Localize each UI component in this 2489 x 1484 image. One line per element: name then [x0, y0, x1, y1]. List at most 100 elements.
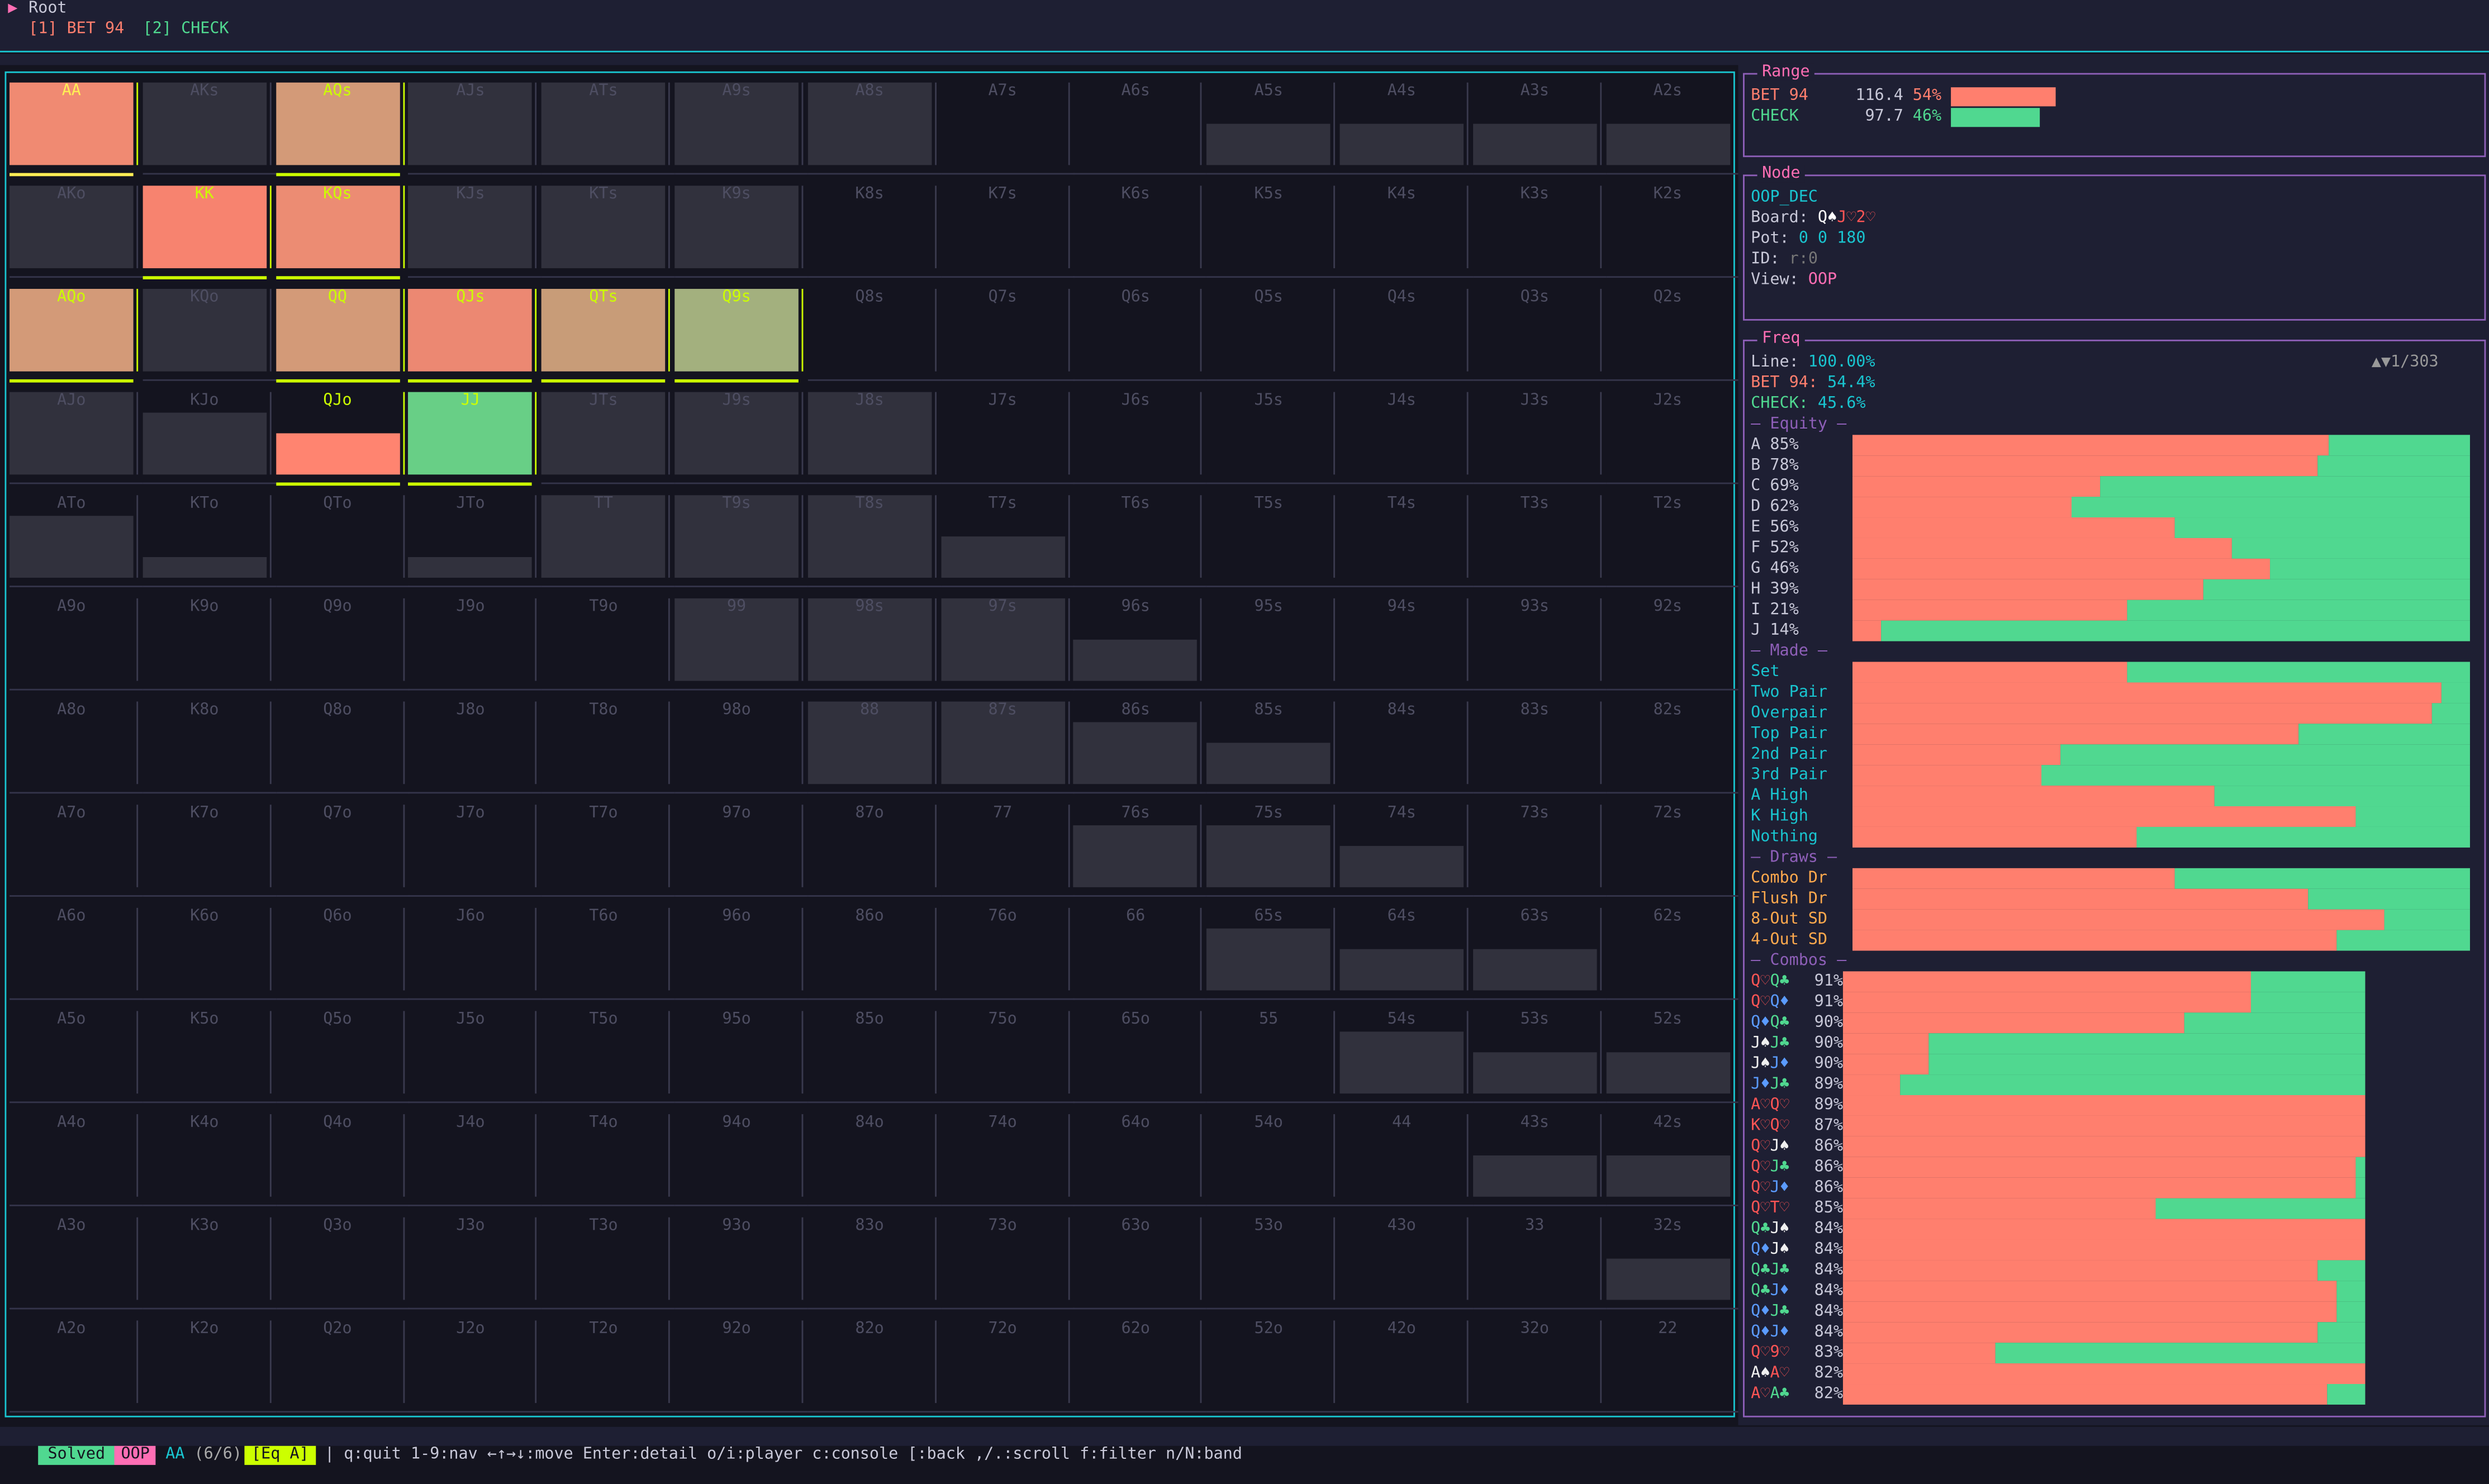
- hand-cell[interactable]: Q3s: [1472, 286, 1607, 389]
- hand-cell[interactable]: Q4s: [1340, 286, 1474, 389]
- hand-cell[interactable]: K2s: [1606, 183, 1740, 286]
- hand-cell[interactable]: T7o: [542, 802, 675, 905]
- combo-label[interactable]: Q♣J♦: [1751, 1281, 1789, 1301]
- hand-cell[interactable]: A2o: [10, 1317, 143, 1421]
- combo-label[interactable]: Q♡J♦: [1751, 1178, 1789, 1198]
- hand-cell[interactable]: Q3o: [276, 1214, 409, 1317]
- hand-cell[interactable]: K5s: [1206, 183, 1340, 286]
- hand-cell[interactable]: 54s: [1340, 1008, 1474, 1111]
- hand-cell[interactable]: K5o: [142, 1008, 276, 1111]
- combo-label[interactable]: Q♣J♣: [1751, 1260, 1789, 1281]
- hand-cell[interactable]: K8s: [808, 183, 941, 286]
- combo-label[interactable]: Q♦Q♣: [1751, 1012, 1789, 1033]
- hand-cell[interactable]: 97o: [674, 802, 808, 905]
- hand-cell[interactable]: Q8s: [808, 286, 941, 389]
- combo-label[interactable]: Q♦J♠: [1751, 1240, 1789, 1261]
- hand-cell[interactable]: 97s: [940, 595, 1074, 698]
- hand-cell[interactable]: 33: [1472, 1214, 1607, 1317]
- hand-cell[interactable]: Q2o: [276, 1317, 409, 1421]
- hand-cell[interactable]: K4o: [142, 1111, 276, 1214]
- hand-cell[interactable]: AKs: [142, 79, 276, 183]
- hand-cell[interactable]: T8s: [808, 492, 941, 596]
- hand-cell[interactable]: J3o: [408, 1214, 542, 1317]
- combo-label[interactable]: Q♡9♡: [1751, 1343, 1789, 1363]
- hand-cell[interactable]: 55: [1206, 1008, 1340, 1111]
- hand-cell[interactable]: 75o: [940, 1008, 1074, 1111]
- hand-cell[interactable]: A9s: [674, 79, 808, 183]
- hand-cell[interactable]: J5o: [408, 1008, 542, 1111]
- hand-cell[interactable]: 82s: [1606, 698, 1740, 802]
- hand-cell[interactable]: T6s: [1074, 492, 1207, 596]
- hand-cell[interactable]: J3s: [1472, 389, 1607, 492]
- hand-cell[interactable]: T2s: [1606, 492, 1740, 596]
- hand-cell[interactable]: 76s: [1074, 802, 1207, 905]
- hand-cell[interactable]: AKo: [10, 183, 143, 286]
- combo-label[interactable]: Q♡J♠: [1751, 1136, 1789, 1157]
- hand-cell[interactable]: 88: [808, 698, 941, 802]
- hand-cell[interactable]: 42o: [1340, 1317, 1474, 1421]
- hand-cell[interactable]: K7o: [142, 802, 276, 905]
- hand-cell[interactable]: 63s: [1472, 905, 1607, 1008]
- hand-cell[interactable]: J6s: [1074, 389, 1207, 492]
- hand-cell[interactable]: J2s: [1606, 389, 1740, 492]
- hand-cell[interactable]: JTs: [542, 389, 675, 492]
- combo-label[interactable]: Q♦J♣: [1751, 1301, 1789, 1322]
- hand-cell[interactable]: 54o: [1206, 1111, 1340, 1214]
- hand-cell[interactable]: K9o: [142, 595, 276, 698]
- hand-cell[interactable]: ATo: [10, 492, 143, 596]
- hand-cell[interactable]: A8s: [808, 79, 941, 183]
- combo-label[interactable]: K♡Q♡: [1751, 1116, 1789, 1136]
- combo-label[interactable]: Q♡J♣: [1751, 1157, 1789, 1178]
- hand-cell[interactable]: 95s: [1206, 595, 1340, 698]
- hand-cell[interactable]: 53s: [1472, 1008, 1607, 1111]
- hand-cell[interactable]: TT: [542, 492, 675, 596]
- hand-cell[interactable]: AA: [10, 79, 143, 183]
- hand-cell[interactable]: KJo: [142, 389, 276, 492]
- hand-cell[interactable]: 95o: [674, 1008, 808, 1111]
- hand-cell[interactable]: 62o: [1074, 1317, 1207, 1421]
- hand-cell[interactable]: 64o: [1074, 1111, 1207, 1214]
- combo-label[interactable]: J♠J♦: [1751, 1054, 1789, 1074]
- hand-cell[interactable]: QJo: [276, 389, 409, 492]
- hand-cell[interactable]: KJs: [408, 183, 542, 286]
- hand-cell[interactable]: 74o: [940, 1111, 1074, 1214]
- hand-cell[interactable]: A7o: [10, 802, 143, 905]
- combo-label[interactable]: A♡Q♡: [1751, 1095, 1789, 1116]
- hand-cell[interactable]: K6o: [142, 905, 276, 1008]
- hand-cell[interactable]: 84s: [1340, 698, 1474, 802]
- hand-cell[interactable]: KK: [142, 183, 276, 286]
- hand-cell[interactable]: KTo: [142, 492, 276, 596]
- hand-cell[interactable]: 92o: [674, 1317, 808, 1421]
- hand-cell[interactable]: QTs: [542, 286, 675, 389]
- hand-cell[interactable]: 32o: [1472, 1317, 1607, 1421]
- hand-cell[interactable]: 83s: [1472, 698, 1607, 802]
- hand-cell[interactable]: K4s: [1340, 183, 1474, 286]
- combo-label[interactable]: A♠A♡: [1751, 1363, 1789, 1384]
- hand-cell[interactable]: A3o: [10, 1214, 143, 1317]
- player-badge[interactable]: OOP: [115, 1445, 156, 1465]
- action-check-button[interactable]: [2] CHECK: [143, 21, 229, 38]
- combo-label[interactable]: J♠J♣: [1751, 1033, 1789, 1054]
- hand-cell[interactable]: QQ: [276, 286, 409, 389]
- hand-cell[interactable]: QTo: [276, 492, 409, 596]
- hand-cell[interactable]: Q7o: [276, 802, 409, 905]
- hand-cell[interactable]: Q7s: [940, 286, 1074, 389]
- hand-cell[interactable]: J7s: [940, 389, 1074, 492]
- hand-cell[interactable]: JJ: [408, 389, 542, 492]
- hand-cell[interactable]: Q9s: [674, 286, 808, 389]
- hand-cell[interactable]: 94s: [1340, 595, 1474, 698]
- hand-cell[interactable]: 62s: [1606, 905, 1740, 1008]
- hand-cell[interactable]: A9o: [10, 595, 143, 698]
- hand-cell[interactable]: Q5s: [1206, 286, 1340, 389]
- hand-cell[interactable]: A5s: [1206, 79, 1340, 183]
- hand-cell[interactable]: T6o: [542, 905, 675, 1008]
- hand-cell[interactable]: 64s: [1340, 905, 1474, 1008]
- hand-cell[interactable]: A6o: [10, 905, 143, 1008]
- hand-cell[interactable]: K9s: [674, 183, 808, 286]
- hand-cell[interactable]: AQs: [276, 79, 409, 183]
- combo-label[interactable]: Q♡Q♣: [1751, 971, 1789, 992]
- hand-cell[interactable]: 53o: [1206, 1214, 1340, 1317]
- hand-cell[interactable]: 98s: [808, 595, 941, 698]
- hand-cell[interactable]: 43s: [1472, 1111, 1607, 1214]
- tree-expand-icon[interactable]: ▶: [8, 0, 18, 18]
